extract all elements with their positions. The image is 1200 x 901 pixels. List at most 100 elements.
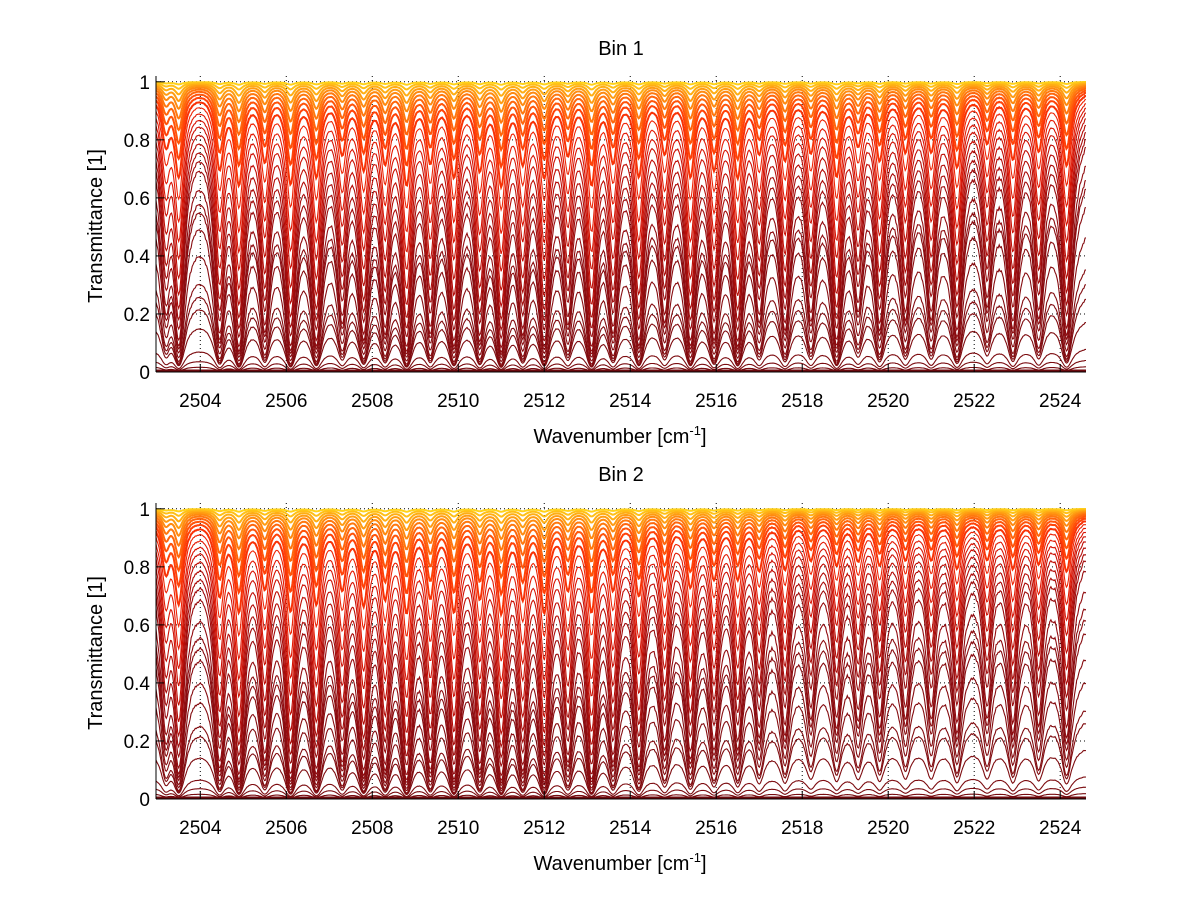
series-line-layer-02: [156, 508, 1086, 518]
y-tick-label: 0.4: [124, 674, 151, 695]
series-line-layer-07: [156, 514, 1086, 565]
x-tick-label: 2508: [351, 391, 393, 412]
series-line-layer-16: [156, 547, 1086, 736]
series-line-layer-01: [156, 81, 1086, 86]
series-line-layer-10: [156, 520, 1086, 619]
series-line-layer-14: [156, 112, 1086, 272]
series-line-layer-19: [156, 570, 1086, 768]
y-tick-label: 0.6: [124, 616, 150, 637]
series-line-layer-23: [156, 206, 1086, 359]
x-axis-label: Wavenumber [cm-1]: [533, 850, 706, 875]
series-line-layer-28: [156, 322, 1086, 369]
series-line-layer-08: [156, 89, 1086, 153]
y-tick-label: 0: [139, 790, 150, 811]
y-tick-label: 0.4: [124, 247, 151, 268]
panel-bin-1: Bin 1 2504 2506 2508 2510 2512 2514 2516 2518 25…: [85, 38, 1086, 448]
series-line-layer-16: [156, 124, 1086, 309]
x-tick-label: 2506: [265, 818, 307, 839]
x-tick-label: 2504: [179, 818, 222, 839]
series-line-layer-13: [156, 531, 1086, 682]
panel-bin-2: Bin 2 2504 2506 2508 2510 2512 2514 2516 2518 25…: [85, 464, 1086, 875]
series-line-layer-24: [156, 237, 1086, 363]
series-line-layer-20: [156, 165, 1086, 349]
series-line-layer-21: [156, 608, 1086, 782]
series-line-layer-20: [156, 591, 1086, 777]
chart-title: Bin 1: [598, 38, 644, 60]
series-line-layer-17: [156, 132, 1086, 322]
series-line-layer-08: [156, 515, 1086, 580]
plot-area: 2504 2506 2508 2510 2512 2514 2516 2518 2520 2522…: [124, 500, 1086, 839]
x-tick-label: 2520: [867, 818, 909, 839]
x-tick-label: 2520: [867, 391, 909, 412]
series-line-layer-04: [156, 83, 1086, 105]
series-line-layer-30: [156, 359, 1086, 371]
x-tick-label: 2506: [265, 391, 307, 412]
series-line-layer-19: [156, 146, 1086, 340]
series-line-layer-12: [156, 527, 1086, 662]
x-axis-label: Wavenumber [cm-1]: [533, 423, 706, 448]
x-tick-label: 2518: [781, 391, 823, 412]
y-tick-label: 0.8: [124, 558, 150, 579]
series-line-layer-29: [156, 776, 1086, 798]
x-tick-label: 2504: [179, 391, 222, 412]
series-line-layer-15: [156, 118, 1086, 291]
x-tick-label: 2514: [609, 391, 652, 412]
series-line-layer-28: [156, 749, 1086, 796]
series-line-layer-24: [156, 659, 1086, 790]
x-tick-label: 2516: [695, 391, 737, 412]
x-tick-label: 2522: [953, 391, 995, 412]
x-tick-label: 2512: [523, 391, 565, 412]
series-line-layer-23: [156, 633, 1086, 787]
y-tick-label: 1: [139, 500, 150, 521]
y-tick-label: 0.8: [124, 131, 150, 152]
x-tick-label: 2512: [523, 818, 565, 839]
series-line-layer-26: [156, 284, 1086, 367]
series-line-layer-06: [156, 512, 1086, 552]
y-tick-label: 1: [139, 73, 150, 94]
series-line-layer-27: [156, 298, 1086, 368]
series-line-layer-14: [156, 536, 1086, 700]
series-line-layer-09: [156, 517, 1086, 598]
x-tick-label: 2516: [695, 818, 737, 839]
x-tick-label: 2518: [781, 818, 823, 839]
y-tick-label: 0.2: [124, 305, 150, 326]
x-tick-label: 2508: [351, 818, 393, 839]
series-line-layer-01: [156, 508, 1086, 513]
series-line-layer-03: [156, 82, 1086, 97]
y-axis-label: Transmittance [1]: [85, 149, 107, 303]
series-line-layer-18: [156, 560, 1086, 759]
series-line-layer-07: [156, 87, 1086, 138]
y-tick-label: 0: [139, 363, 150, 384]
series-line-layer-27: [156, 722, 1086, 795]
y-tick-label: 0.6: [124, 189, 150, 210]
plot-area: 2504 2506 2508 2510 2512 2514 2516 2518 2520 2522…: [124, 73, 1086, 412]
series-line-layer-05: [156, 511, 1086, 541]
chart-title: Bin 2: [598, 464, 644, 486]
series-line-layer-17: [156, 553, 1086, 749]
series-line-layer-06: [156, 86, 1086, 125]
x-tick-label: 2514: [609, 818, 652, 839]
series-line-layer-18: [156, 138, 1086, 332]
series-line-layer-11: [156, 523, 1086, 640]
series-line-layer-25: [156, 682, 1086, 792]
series-line-layer-11: [156, 98, 1086, 213]
series-line-layer-31: [156, 793, 1086, 799]
x-tick-label: 2524: [1039, 818, 1082, 839]
series-line-layer-02: [156, 81, 1086, 91]
series-line-layer-13: [156, 107, 1086, 255]
series-line-layer-04: [156, 510, 1086, 532]
series-line-layer-10: [156, 94, 1086, 191]
series-line-layer-25: [156, 269, 1086, 366]
y-axis-label: Transmittance [1]: [85, 576, 107, 730]
series-line-layer-09: [156, 91, 1086, 170]
series-line-layer-30: [156, 786, 1086, 798]
series-line-layer-15: [156, 541, 1086, 719]
series-line-layer-22: [156, 188, 1086, 356]
x-tick-label: 2510: [437, 818, 479, 839]
series-line-layer-03: [156, 509, 1086, 525]
x-tick-label: 2510: [437, 391, 479, 412]
series-line-layer-22: [156, 619, 1086, 785]
series-line-layer-05: [156, 85, 1086, 114]
y-tick-label: 0.2: [124, 732, 150, 753]
